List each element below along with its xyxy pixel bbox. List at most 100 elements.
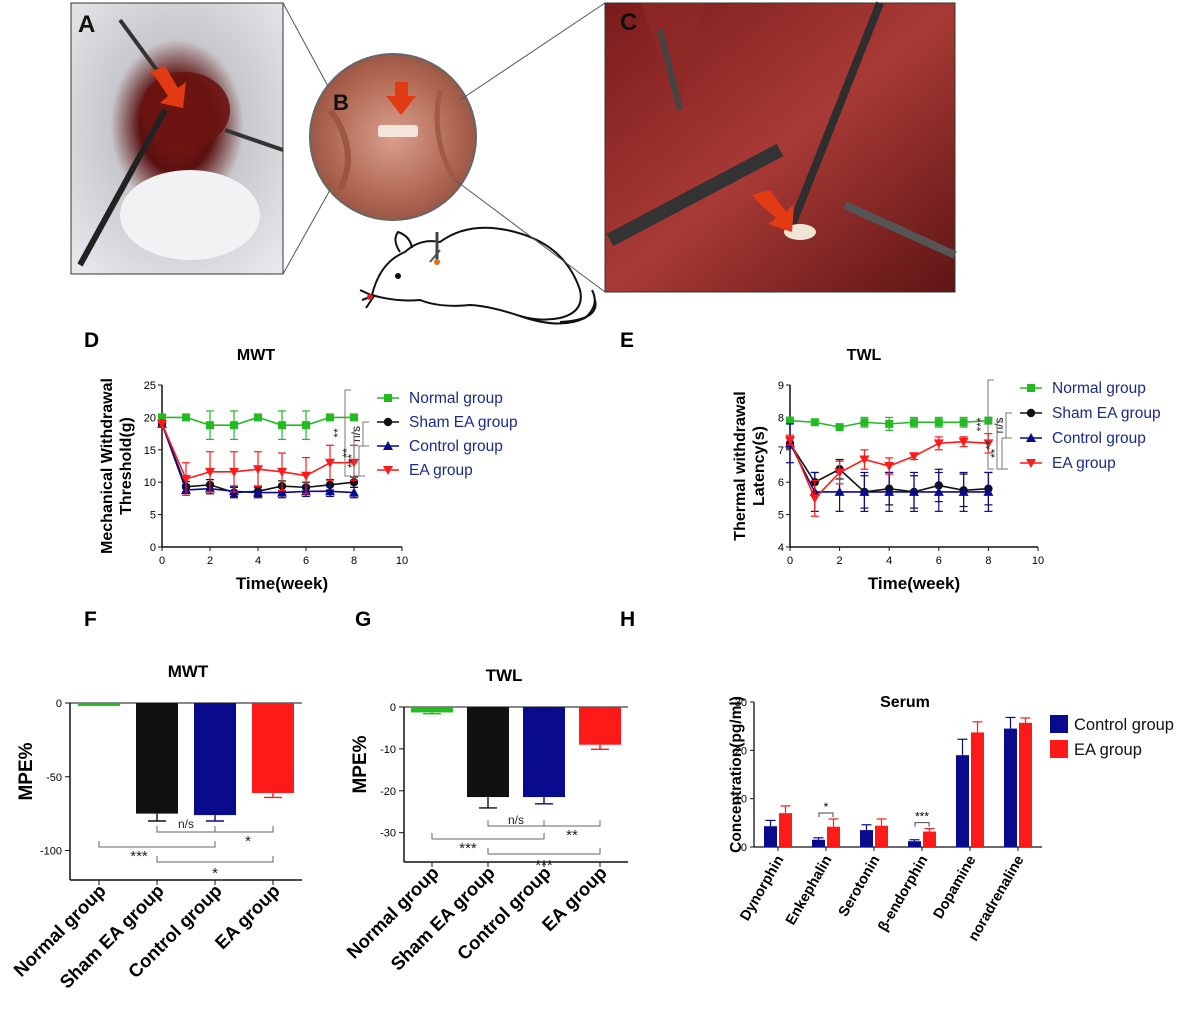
panel-a-photo: A <box>70 2 284 275</box>
data-point <box>884 486 895 496</box>
significance-bracket <box>487 848 601 855</box>
chart-title: TWL <box>847 347 882 364</box>
data-point <box>909 486 919 496</box>
data-point <box>835 423 844 432</box>
y-tick-label: 5 <box>150 510 156 522</box>
rat-nose-icon <box>367 294 373 300</box>
bar <box>136 703 178 814</box>
y-tick-label: 5 <box>778 510 784 522</box>
legend-marker <box>383 466 393 475</box>
data-point <box>834 486 845 496</box>
legend-marker <box>1026 408 1036 418</box>
bar <box>1019 722 1032 847</box>
bar <box>875 825 888 847</box>
y-axis-label: Thermal withdrawal Latency(s) <box>732 391 768 540</box>
significance-bracket <box>914 822 930 827</box>
bar <box>923 831 936 847</box>
bar <box>827 826 840 847</box>
legend-label: EA group <box>1052 455 1116 472</box>
legend-label: Normal group <box>409 390 503 407</box>
y-tick-label: 8 <box>778 412 784 424</box>
y-tick-label: 6 <box>778 477 784 489</box>
bar <box>1004 728 1017 847</box>
legend-swatch <box>1050 715 1068 733</box>
bar <box>411 707 453 713</box>
category-label: Serotonin <box>836 853 884 920</box>
y-tick-label: -10 <box>380 744 396 756</box>
x-axis-label: Time(week) <box>236 574 328 593</box>
significance-bracket <box>344 389 351 477</box>
data-point <box>958 486 969 496</box>
data-point <box>983 486 994 496</box>
chart-serum-bar: H Serum 0 10 20 30Concentration(pg/ml)Dynorph… <box>620 608 1174 944</box>
y-axis-label: MPE% <box>350 735 371 793</box>
legend-label: Control group <box>1074 716 1174 734</box>
y-axis-label-line: Threshold(g) <box>118 417 135 515</box>
data-point <box>253 465 263 475</box>
x-tick-label: 10 <box>1032 555 1044 567</box>
y-tick-label: 0 <box>741 842 747 854</box>
category-label: β-endorphin <box>875 853 931 934</box>
data-point <box>959 418 968 427</box>
y-tick-label: 20 <box>735 745 747 757</box>
data-point <box>859 486 870 496</box>
bar <box>779 813 792 847</box>
data-point <box>326 413 334 422</box>
significance-bracket <box>214 826 274 833</box>
legend-label: Sham EA group <box>1052 405 1161 422</box>
data-point <box>786 416 794 425</box>
significance-label: ** <box>331 428 345 438</box>
chart-title: MWT <box>237 347 275 364</box>
bar <box>579 707 621 745</box>
data-point <box>958 437 969 447</box>
significance-label: n/s <box>992 417 1006 433</box>
bar <box>956 755 969 847</box>
significance-label: *** <box>345 454 359 468</box>
data-point <box>350 413 358 422</box>
series-normal-group <box>786 416 993 432</box>
significance-label: ** <box>566 827 578 844</box>
x-tick-label: 2 <box>207 555 213 567</box>
x-tick-label: 6 <box>936 555 942 567</box>
arrow-icon-b <box>386 82 416 115</box>
significance-label: *** <box>535 857 553 874</box>
data-point <box>325 458 335 468</box>
data-point <box>278 421 286 430</box>
data-point <box>277 487 287 497</box>
x-tick-label: 4 <box>255 555 261 567</box>
significance-bracket <box>358 445 365 477</box>
significance-label: n/s <box>349 426 363 442</box>
significance-bracket <box>996 420 1003 470</box>
significance-bracket <box>362 421 369 447</box>
data-point <box>182 413 190 422</box>
significance-label: ** <box>983 440 997 450</box>
significance-label: n/s <box>508 813 524 827</box>
significance-label: * <box>212 865 218 882</box>
legend-label: Normal group <box>1052 380 1146 397</box>
y-tick-label: -20 <box>380 786 396 798</box>
x-tick-label: 0 <box>787 555 793 567</box>
bar <box>523 707 565 798</box>
y-tick-label: 20 <box>144 412 156 424</box>
y-tick-label: 9 <box>778 380 784 392</box>
significance-bracket <box>1001 437 1008 470</box>
chart-title: Serum <box>880 694 930 711</box>
y-tick-label: 0 <box>150 542 156 554</box>
panel-label: D <box>84 329 99 352</box>
bar <box>78 703 120 706</box>
x-tick-label: 4 <box>886 555 892 567</box>
panel-b-photo: B <box>309 53 477 221</box>
category-label: Dopamine <box>931 853 980 922</box>
x-tick-label: 6 <box>303 555 309 567</box>
bar <box>812 839 825 847</box>
x-tick-label: 2 <box>837 555 843 567</box>
bar <box>860 830 873 847</box>
significance-bracket <box>543 820 601 827</box>
chart-mwt-line: D MWT 0 2 4 6 8 10 0 5 10 15 20 25 Time(week) Mechanica… <box>84 329 518 593</box>
category-label: Dynorphin <box>737 853 787 924</box>
y-tick-label: -100 <box>40 846 62 858</box>
data-point <box>834 468 845 478</box>
